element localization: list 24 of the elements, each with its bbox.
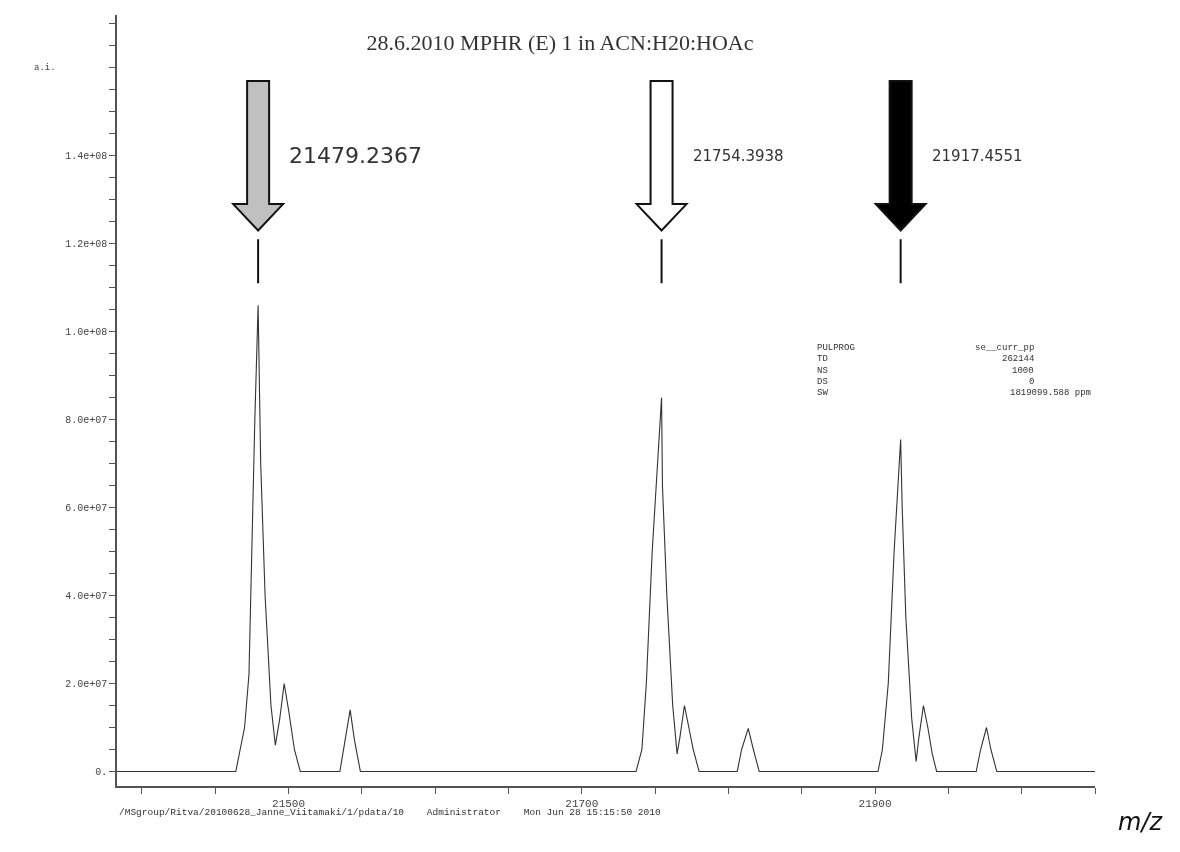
text: /MSgroup/Ritva/20100628_Janne_Viitamaki/1/pdata/10 Administrator Mon Jun 28 15:15:50 2010 — [119, 807, 661, 818]
text: PULPROG se__curr_pp — [817, 343, 1035, 353]
annotation: 21917.4551 — [932, 147, 1023, 165]
y-tick-label: 8.0e+07 — [65, 415, 108, 427]
y-tick-label: 0. — [95, 766, 108, 778]
y-tick-label: 6.0e+07 — [65, 503, 108, 515]
annotation: 21479.2367 — [289, 143, 422, 168]
text: SW 1819099.588 ppm — [817, 388, 1092, 398]
y-tick-label: 1.4e+08 — [65, 151, 108, 163]
x-tick-label: 21900 — [858, 797, 892, 810]
y-tick-label: 1.2e+08 — [65, 239, 108, 251]
x-axis-title: m/z — [1118, 808, 1164, 836]
line-series — [117, 304, 1095, 773]
text: DS 0 — [817, 377, 1035, 387]
y-tick-label: 2.0e+07 — [65, 679, 108, 691]
y-axis-title: a.i. — [34, 63, 56, 73]
text: NS 1000 — [817, 366, 1034, 376]
y-tick-label: 1.0e+08 — [65, 327, 108, 339]
text: 28.6.2010 MPHR (E) 1 in ACN:H20:HOAc — [366, 29, 754, 55]
y-tick-label: 4.0e+07 — [65, 591, 108, 603]
x-tick-label: 21700 — [565, 797, 599, 810]
annotation: 21754.3938 — [693, 147, 784, 165]
text: TD 262144 — [817, 354, 1035, 364]
x-tick-label: 21500 — [272, 797, 306, 810]
